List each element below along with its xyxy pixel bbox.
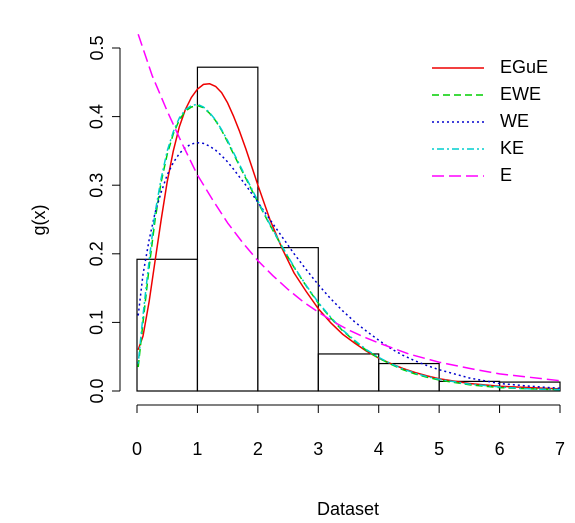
series-line-ewe: [137, 104, 561, 391]
x-tick-label: 1: [192, 439, 202, 459]
legend: EGuE EWE WE KE E: [432, 57, 548, 185]
x-tick-label: 6: [495, 439, 505, 459]
legend-label-e: E: [500, 165, 512, 185]
y-axis-title: g(x): [29, 205, 49, 236]
histogram-bar: [257, 247, 319, 392]
x-axis: 0 1 2 3 4 5 6 7: [132, 404, 565, 459]
y-tick-label: 0.0: [87, 378, 107, 403]
x-tick-label: 0: [132, 439, 142, 459]
legend-label-ke: KE: [500, 138, 524, 158]
series-line-ke: [137, 103, 561, 391]
x-tick-label: 5: [434, 439, 444, 459]
y-tick-label: 0.5: [87, 35, 107, 60]
series-line-we: [137, 141, 561, 390]
density-curves: [137, 34, 561, 391]
histogram-bar: [378, 362, 440, 392]
y-tick-label: 0.4: [87, 104, 107, 129]
histogram-bar: [136, 258, 199, 392]
y-tick-label: 0.2: [87, 241, 107, 266]
y-tick-label: 0.3: [87, 173, 107, 198]
x-tick-label: 3: [313, 439, 323, 459]
legend-label-egue: EGuE: [500, 57, 548, 77]
x-tick-label: 7: [555, 439, 565, 459]
x-tick-label: 4: [374, 439, 384, 459]
legend-label-ewe: EWE: [500, 84, 541, 104]
y-axis: 0.0 0.1 0.2 0.3 0.4 0.5: [87, 35, 121, 404]
histogram: [136, 66, 561, 392]
x-tick-label: 2: [253, 439, 263, 459]
histogram-bar: [196, 66, 259, 392]
x-axis-title: Dataset: [317, 499, 379, 519]
y-tick-label: 0.1: [87, 310, 107, 335]
legend-label-we: WE: [500, 111, 529, 131]
series-line-egue: [137, 82, 561, 390]
histogram-bar: [317, 353, 380, 392]
series-line-e: [137, 34, 561, 382]
